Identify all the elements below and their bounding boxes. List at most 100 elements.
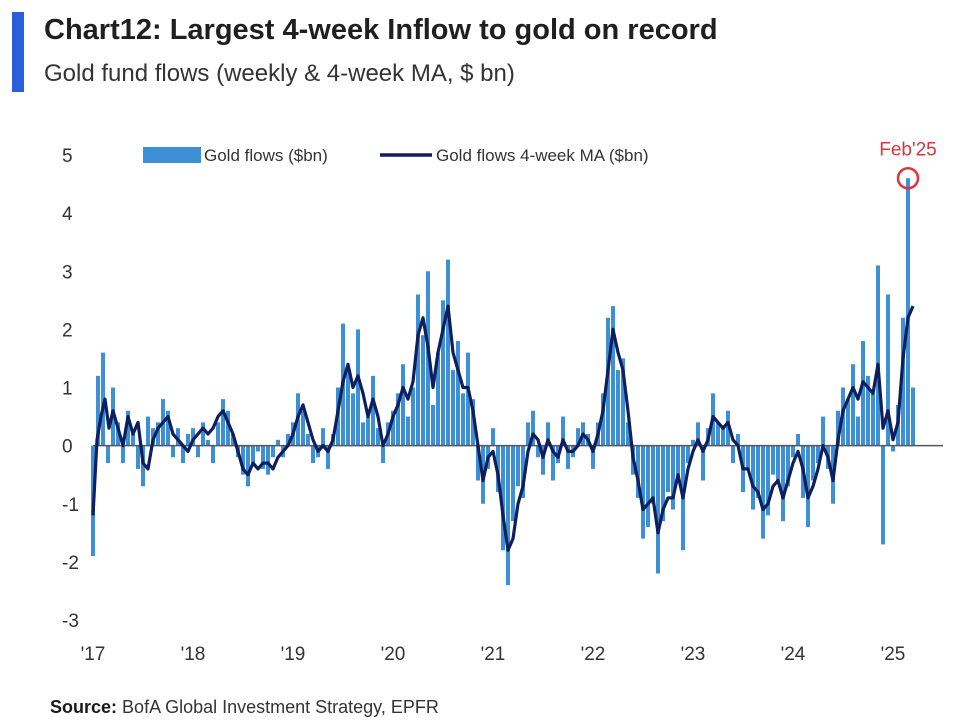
source-text: BofA Global Investment Strategy, EPFR bbox=[122, 697, 439, 717]
flow-bar bbox=[516, 445, 520, 487]
flow-bar bbox=[381, 445, 385, 464]
flow-bar bbox=[256, 445, 260, 452]
y-tick-label: -1 bbox=[62, 495, 79, 516]
flow-bar bbox=[471, 399, 475, 446]
flow-bar bbox=[666, 445, 670, 493]
flow-bar bbox=[121, 445, 125, 464]
flow-bar bbox=[836, 410, 840, 446]
flow-bar bbox=[466, 352, 470, 446]
flow-bar bbox=[676, 445, 680, 481]
flow-bar bbox=[321, 428, 325, 446]
flow-bar bbox=[541, 445, 545, 475]
flow-bar bbox=[141, 445, 145, 487]
flow-bar bbox=[691, 439, 695, 446]
x-tick-label: '22 bbox=[581, 644, 606, 665]
x-tick-label: '23 bbox=[681, 644, 706, 665]
flow-bar bbox=[906, 178, 910, 446]
flow-bar bbox=[251, 445, 255, 464]
x-tick-label: '25 bbox=[881, 644, 906, 665]
flow-bar bbox=[211, 445, 215, 464]
flow-bar bbox=[781, 445, 785, 522]
flow-bar bbox=[116, 422, 120, 446]
flow-bar bbox=[611, 306, 615, 446]
flow-bar bbox=[476, 445, 480, 481]
flow-bar bbox=[136, 445, 140, 469]
flow-bar bbox=[456, 341, 460, 446]
flow-bar bbox=[171, 445, 175, 458]
x-tick-label: '24 bbox=[781, 644, 806, 665]
title-accent-bar bbox=[12, 12, 24, 92]
flow-bar bbox=[376, 428, 380, 446]
flow-bar bbox=[911, 387, 915, 446]
flow-bar bbox=[551, 445, 555, 481]
flow-bar bbox=[491, 428, 495, 446]
flow-bar bbox=[206, 439, 210, 446]
flow-bar bbox=[96, 375, 100, 446]
flow-bar bbox=[356, 329, 360, 446]
annotation-label: Feb'25 bbox=[879, 139, 937, 160]
flow-bar bbox=[646, 445, 650, 527]
flow-bar bbox=[591, 445, 595, 469]
flow-bar bbox=[856, 416, 860, 446]
flow-bar bbox=[156, 422, 160, 446]
flow-bar bbox=[756, 445, 760, 498]
flow-bar bbox=[751, 445, 755, 510]
ma-series-line bbox=[91, 304, 915, 552]
flow-bar bbox=[186, 434, 190, 446]
flow-bar bbox=[721, 428, 725, 446]
flow-bar bbox=[701, 445, 705, 481]
flow-bar bbox=[266, 445, 270, 475]
flow-bar bbox=[436, 352, 440, 446]
flow-bar bbox=[391, 410, 395, 446]
legend-label-line: Gold flows 4-week MA ($bn) bbox=[436, 146, 649, 165]
flow-bar bbox=[216, 422, 220, 446]
flow-bar bbox=[786, 445, 790, 487]
flow-bar bbox=[271, 445, 275, 458]
flow-bar bbox=[431, 404, 435, 446]
flow-bar bbox=[166, 410, 170, 446]
flow-bar bbox=[286, 434, 290, 446]
flow-bar bbox=[761, 445, 765, 539]
flow-bar bbox=[651, 445, 655, 504]
flow-bar bbox=[531, 410, 535, 446]
source-label: Source: bbox=[50, 697, 118, 717]
flow-bar bbox=[416, 294, 420, 446]
flow-bar bbox=[796, 434, 800, 446]
flow-bar bbox=[816, 445, 820, 464]
flow-bar bbox=[861, 341, 865, 446]
flow-bar bbox=[276, 439, 280, 446]
flow-bar bbox=[366, 416, 370, 446]
y-tick-label: 5 bbox=[62, 146, 73, 167]
y-tick-label: -2 bbox=[62, 553, 79, 574]
flow-bar bbox=[601, 393, 605, 446]
legend-label-bars: Gold flows ($bn) bbox=[204, 146, 328, 165]
flow-bar bbox=[526, 422, 530, 446]
flow-bar bbox=[501, 445, 505, 551]
flow-bar bbox=[811, 445, 815, 481]
flow-bar bbox=[626, 422, 630, 446]
flow-bar bbox=[406, 416, 410, 446]
flow-bar bbox=[346, 370, 350, 446]
flow-bar bbox=[716, 422, 720, 446]
flow-bar bbox=[396, 393, 400, 446]
source-note: Source: BofA Global Investment Strategy,… bbox=[50, 697, 439, 718]
flow-bar bbox=[536, 445, 540, 458]
flow-bar bbox=[776, 445, 780, 481]
flow-bar bbox=[821, 416, 825, 446]
flow-bar bbox=[106, 445, 110, 464]
x-tick-label: '18 bbox=[181, 644, 206, 665]
flow-bar bbox=[866, 375, 870, 446]
flow-bar bbox=[326, 445, 330, 469]
flow-bar bbox=[361, 422, 365, 446]
gold-flows-chart: 5 4 3 2 1 0 -1 -2 -3'17 '18 '19 '20 '21 '22 '23 '24 '25 G… bbox=[62, 139, 943, 665]
flow-bar bbox=[351, 393, 355, 446]
flow-bar bbox=[421, 335, 425, 446]
flow-bar bbox=[301, 410, 305, 446]
flow-bar bbox=[891, 445, 895, 452]
y-tick-label: -3 bbox=[62, 611, 79, 632]
flow-bar bbox=[261, 445, 265, 469]
flow-bar bbox=[521, 445, 525, 498]
x-tick-label: '19 bbox=[281, 644, 306, 665]
flow-bar bbox=[176, 428, 180, 446]
flow-bar bbox=[671, 445, 675, 510]
